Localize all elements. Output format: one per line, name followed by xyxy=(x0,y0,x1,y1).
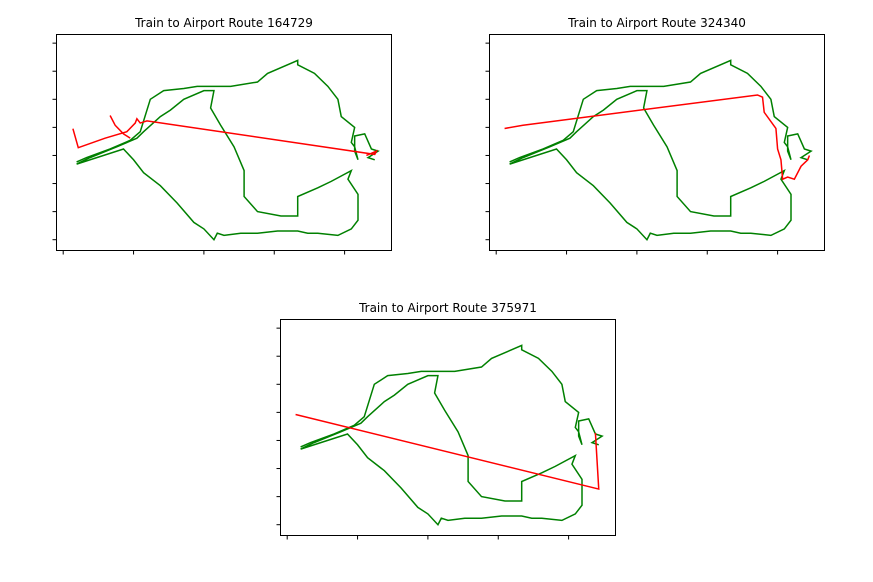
chart-svg-1: Train to Airport Route 164729 xyxy=(52,16,392,255)
chart-panel-1: Train to Airport Route 164729 xyxy=(52,10,392,260)
route-segment-1 xyxy=(300,344,604,448)
path-line-2 xyxy=(109,115,131,139)
chart-svg-2: Train to Airport Route 324340 xyxy=(485,16,825,255)
chart-svg-3: Train to Airport Route 375971 xyxy=(276,301,616,540)
chart-title: Train to Airport Route 164729 xyxy=(134,16,313,30)
axes-frame xyxy=(56,34,392,251)
plot-area xyxy=(295,344,604,526)
route-segment-1 xyxy=(76,59,380,163)
route-segment-2 xyxy=(300,374,583,526)
chart-panel-3: Train to Airport Route 375971 xyxy=(276,295,616,545)
route-segment-2 xyxy=(509,89,792,241)
path-line-1 xyxy=(504,94,811,181)
route-segment-2 xyxy=(76,89,359,241)
chart-panel-2: Train to Airport Route 324340 xyxy=(485,10,825,260)
path-line-1 xyxy=(72,117,379,157)
axes-frame xyxy=(280,319,616,536)
plot-area xyxy=(72,59,380,241)
route-segment-1 xyxy=(509,59,813,163)
chart-title: Train to Airport Route 324340 xyxy=(567,16,746,30)
path-line-1 xyxy=(295,413,600,491)
plot-area xyxy=(504,59,813,241)
axes-frame xyxy=(489,34,825,251)
chart-title: Train to Airport Route 375971 xyxy=(358,301,537,315)
